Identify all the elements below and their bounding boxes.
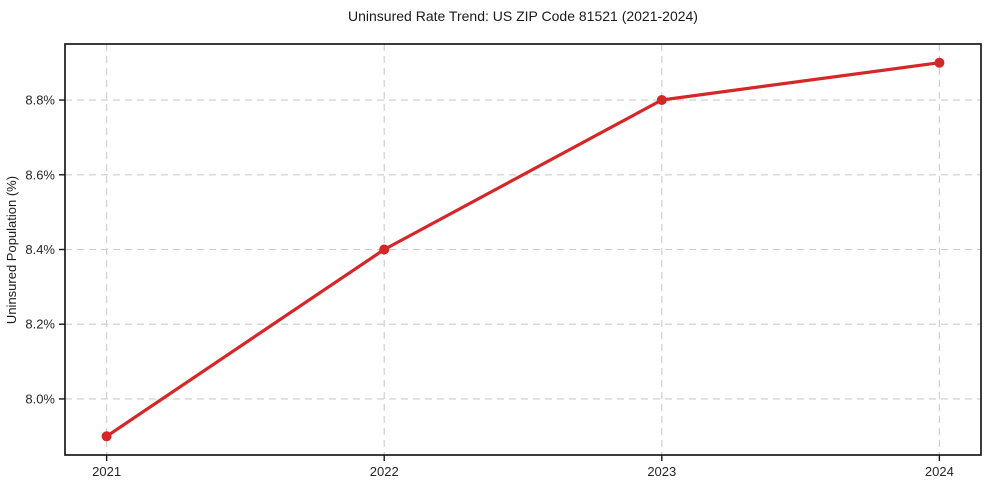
- x-tick-label: 2022: [370, 464, 399, 479]
- x-tick-label: 2023: [647, 464, 676, 479]
- y-tick-label: 8.4%: [25, 242, 55, 257]
- x-tick-label: 2024: [925, 464, 954, 479]
- data-point: [656, 95, 667, 105]
- data-point: [379, 244, 390, 255]
- x-tick-label: 2021: [92, 464, 121, 479]
- data-point: [101, 431, 112, 442]
- y-tick-label: 8.8%: [25, 93, 55, 108]
- data-point: [934, 57, 945, 68]
- y-tick-label: 8.6%: [25, 167, 55, 182]
- chart-title: Uninsured Rate Trend: US ZIP Code 81521 …: [348, 8, 698, 24]
- y-axis-label: Uninsured Population (%): [4, 176, 19, 324]
- plot-area: 8.0% 8.2% 8.4% 8.6% 8.8% 2021 2022 2023 2024: [25, 43, 982, 479]
- y-tick-label: 8.2%: [25, 317, 55, 332]
- trend-line: [105, 61, 941, 438]
- y-tick-label: 8.0%: [25, 391, 55, 406]
